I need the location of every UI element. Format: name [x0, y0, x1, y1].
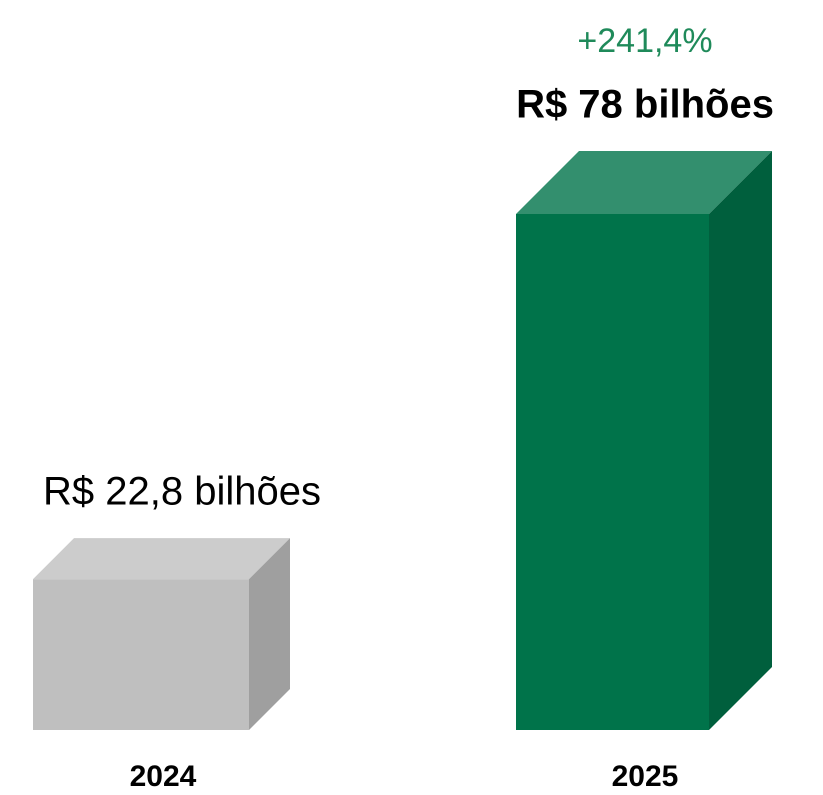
bar-side — [249, 538, 290, 730]
value-label: R$ 78 bilhões — [516, 83, 774, 127]
bar — [516, 214, 709, 730]
value-label: R$ 22,8 bilhões — [43, 470, 321, 514]
x-tick-label: 2025 — [612, 760, 679, 793]
bar-top — [516, 151, 772, 214]
bar-top — [33, 538, 290, 580]
bar-side — [709, 151, 772, 730]
x-tick-label: 2024 — [130, 760, 197, 793]
bar — [33, 579, 249, 730]
annotation: +241,4% — [577, 22, 712, 60]
